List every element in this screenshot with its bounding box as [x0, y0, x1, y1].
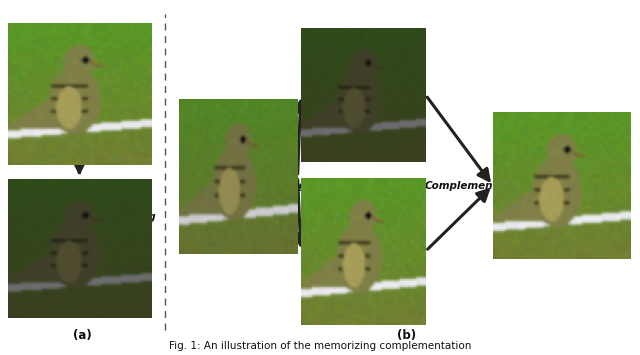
Text: Forgetting: Forgetting [99, 212, 157, 222]
Text: Complementing: Complementing [424, 181, 516, 191]
Text: (b): (b) [397, 329, 416, 342]
Text: Fig. 1: An illustration of the memorizing complementation: Fig. 1: An illustration of the memorizin… [169, 341, 471, 351]
Text: (a): (a) [72, 329, 92, 342]
Text: Forgetting: Forgetting [281, 181, 342, 191]
